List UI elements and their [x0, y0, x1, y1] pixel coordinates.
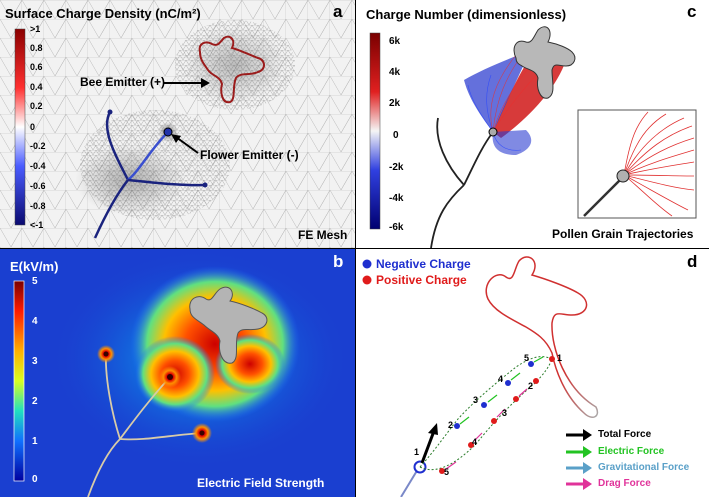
path-lower-3: 3: [502, 408, 508, 418]
panel-c-charge-number: Charge Number (dimensionless) c 6k 4k 2k…: [356, 0, 709, 248]
path-lower-1: 1: [557, 353, 563, 363]
panel-d-forces: d Negative Charge Positive Charge 1 2 3 …: [356, 249, 709, 497]
fe-mesh-label: FE Mesh: [298, 228, 348, 242]
tick-b-3: 2: [32, 396, 38, 407]
tick-a-6: -0.2: [30, 141, 46, 151]
tick-b-4: 1: [32, 436, 38, 447]
path-upper-4: 4: [498, 374, 504, 384]
path-upper-3: 3: [473, 395, 479, 405]
tick-a-9: -0.8: [30, 201, 46, 211]
panel-b-title: E(kV/m): [10, 259, 59, 274]
panel-c-graphic: [369, 26, 697, 248]
tick-b-1: 4: [32, 316, 38, 327]
panel-a-letter: a: [333, 2, 343, 21]
path-upper-2: 2: [448, 420, 454, 430]
tick-b-5: 0: [32, 474, 38, 485]
tick-c-0: 6k: [389, 36, 401, 47]
legend-drag-force: Drag Force: [598, 478, 651, 489]
tick-a-4: 0.2: [30, 101, 43, 111]
panel-d-letter: d: [687, 252, 698, 271]
path-upper-5: 5: [524, 353, 530, 363]
panel-d-graphic: [362, 256, 599, 497]
tick-c-4: -2k: [389, 162, 404, 173]
panel-a-title: Surface Charge Density (nC/m²): [5, 6, 201, 21]
legend-gravitational-force: Gravitational Force: [598, 462, 690, 473]
panel-a-surface-charge: Surface Charge Density (nC/m²) a >1 0.8 …: [0, 0, 355, 248]
panel-b-electric-field: E(kV/m) b 5 4 3 2 1 0 Electric Field Str…: [0, 249, 355, 497]
path-lower-2: 2: [528, 381, 534, 391]
bee-emitter-label: Bee Emitter (+): [80, 75, 166, 89]
electric-field-label: Electric Field Strength: [197, 476, 325, 490]
tick-c-3: 0: [393, 130, 399, 141]
tick-c-1: 4k: [389, 67, 401, 78]
panel-a-graphic: [0, 0, 355, 248]
tick-c-2: 2k: [389, 98, 401, 109]
horizontal-divider: [0, 248, 709, 249]
flower-emitter-label: Flower Emitter (-): [200, 148, 299, 162]
tick-a-7: -0.4: [30, 161, 46, 171]
legend-total-force: Total Force: [598, 429, 652, 440]
tick-a-8: -0.6: [30, 181, 46, 191]
tick-c-6: -6k: [389, 222, 404, 233]
tick-a-3: 0.4: [30, 82, 43, 92]
positive-charge-points: [439, 356, 555, 474]
path-lower-4: 4: [472, 437, 478, 447]
force-legend-arrows: [566, 429, 592, 490]
legend-positive-charge: Positive Charge: [376, 273, 467, 287]
panel-c-letter: c: [687, 2, 697, 21]
tick-a-10: <-1: [30, 220, 44, 230]
tick-a-0: >1: [30, 24, 41, 34]
path-upper-1: 1: [414, 447, 420, 457]
panel-b-letter: b: [333, 252, 344, 271]
tick-b-0: 5: [32, 276, 38, 287]
path-lower-5: 5: [444, 467, 450, 477]
tick-a-5: 0: [30, 122, 36, 132]
tick-c-5: -4k: [389, 193, 404, 204]
negative-charge-points: [454, 361, 534, 429]
panel-c-title: Charge Number (dimensionless): [366, 7, 567, 22]
inset-trajectories: [623, 111, 695, 217]
pollen-trajectories-label: Pollen Grain Trajectories: [552, 227, 694, 241]
legend-electric-force: Electric Force: [598, 446, 665, 457]
tick-b-2: 3: [32, 356, 38, 367]
tick-a-1: 0.8: [30, 43, 43, 53]
legend-negative-charge: Negative Charge: [376, 257, 471, 271]
panel-b-graphic: [0, 249, 355, 497]
tick-a-2: 0.6: [30, 62, 43, 72]
